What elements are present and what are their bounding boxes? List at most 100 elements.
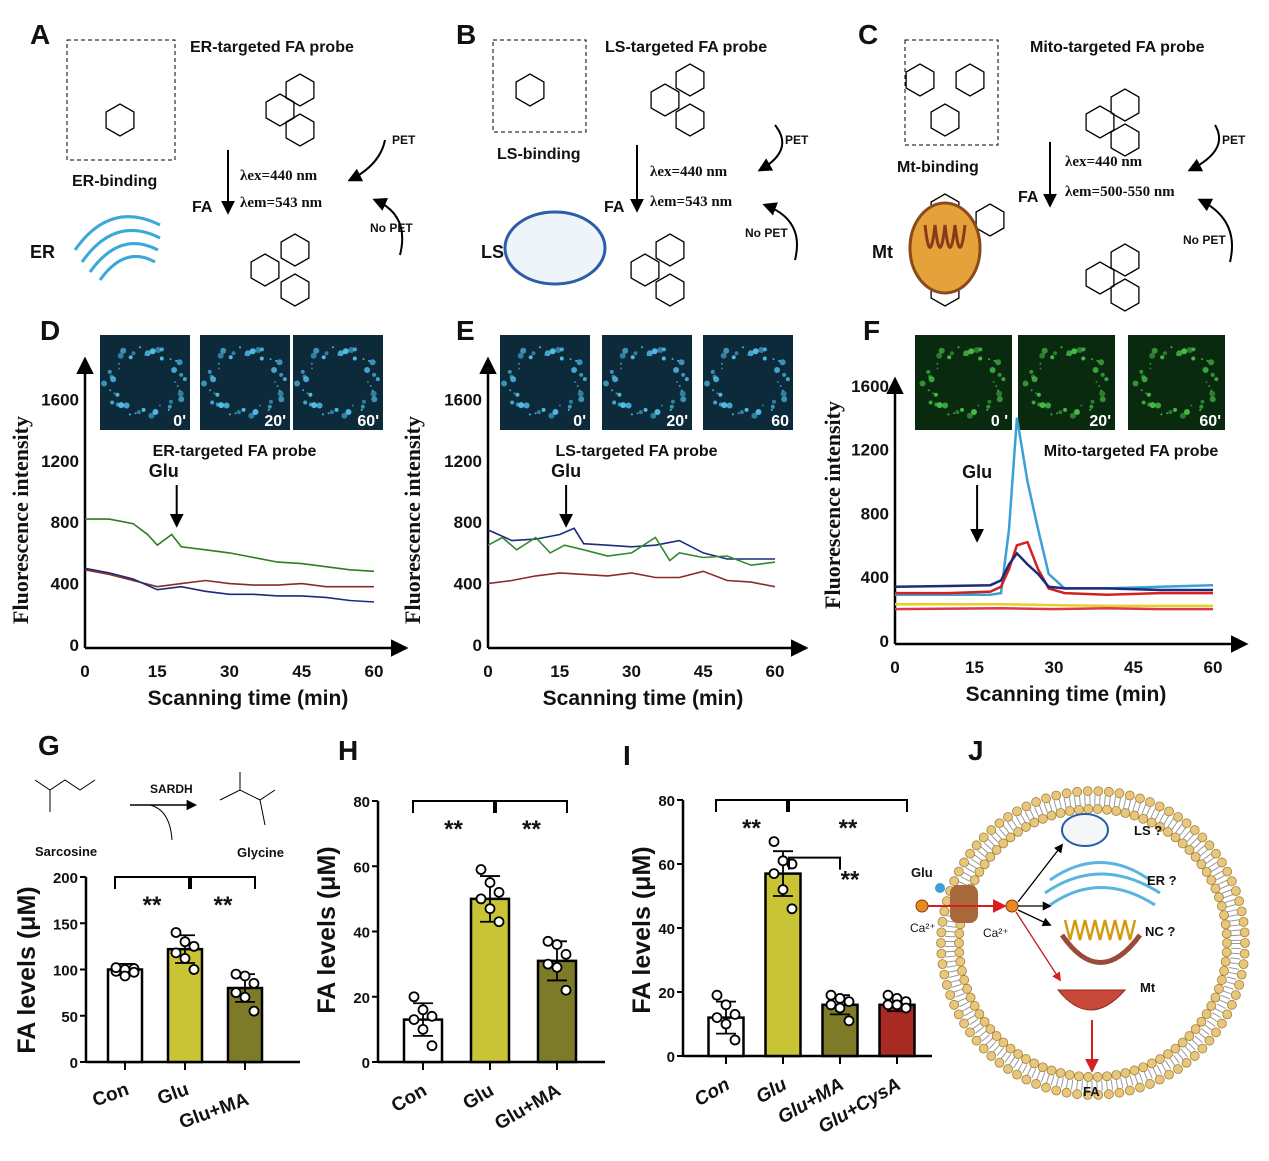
data-point <box>110 962 122 974</box>
microscopy-inset: 20' <box>602 335 692 430</box>
fluorescence-spot <box>120 347 127 354</box>
data-point <box>170 947 182 959</box>
lipid-head <box>1214 983 1224 994</box>
ring <box>630 253 660 287</box>
fluorescence-spot <box>577 390 584 397</box>
fluorescence-spot <box>345 409 352 416</box>
mt-label: Mt <box>1140 980 1156 995</box>
ring <box>285 73 315 107</box>
fluorescence-spot <box>770 408 773 411</box>
fluorescence-spot <box>300 369 305 374</box>
data-point <box>128 966 140 978</box>
fluorescence-spot <box>742 346 745 349</box>
lipid-head <box>1164 1069 1174 1080</box>
data-point <box>843 996 855 1007</box>
data-point <box>408 1014 420 1025</box>
microscopy-image <box>915 335 1012 430</box>
lipid-head <box>1230 886 1241 896</box>
fluorescence-spot <box>779 359 786 366</box>
lipid-head <box>1102 804 1112 815</box>
fluorescence-spot <box>938 347 945 354</box>
fluorescence-spot <box>933 392 938 397</box>
fluorescence-spot <box>747 350 754 357</box>
fluorescence-spot <box>680 396 687 403</box>
fluorescence-spot <box>936 362 939 365</box>
x-tick-label: 30 <box>220 662 239 681</box>
ring <box>675 103 705 137</box>
significance-label: ** <box>742 815 761 842</box>
significance-bracket <box>715 799 788 812</box>
product-label: Glycine <box>237 845 284 860</box>
lipid-head <box>949 876 960 887</box>
data-point <box>777 855 789 867</box>
fluorescence-spot <box>1031 376 1038 383</box>
fluorescence-spot <box>210 376 217 383</box>
fluorescence-spot <box>509 389 512 392</box>
significance-bracket <box>114 876 190 889</box>
y-tick-label: 1200 <box>41 452 79 471</box>
lipid-head <box>1234 979 1245 990</box>
data-point <box>900 1002 912 1014</box>
lipid-head <box>1184 845 1195 855</box>
lipid-head <box>1103 1089 1114 1100</box>
y-tick-label: 800 <box>454 513 482 532</box>
chemical-structure-sarcosine <box>34 779 96 812</box>
lipid-head <box>1111 1070 1122 1080</box>
lipid-head <box>1092 804 1103 814</box>
excitation-label: λex=440 nm <box>240 168 318 184</box>
lipid-head <box>1220 956 1231 967</box>
lipid-head <box>1222 938 1232 948</box>
fluorescence-spot <box>558 404 561 407</box>
fluorescence-spot <box>1066 350 1073 357</box>
binding-label: ER-binding <box>72 173 157 190</box>
fluorescence-spot <box>684 377 689 382</box>
fluorescence-spot <box>259 356 264 361</box>
lipid-head <box>1197 832 1208 843</box>
lipid-head <box>955 956 966 967</box>
y-axis-label: FA levels (μM) <box>628 846 656 1013</box>
fluorescence-spot <box>1190 404 1193 407</box>
fluorescence-spot <box>123 402 130 409</box>
lipid-head <box>985 851 996 862</box>
lipid-head <box>1211 1027 1221 1038</box>
significance-label: ** <box>143 892 162 919</box>
fluorescence-spot <box>713 376 720 383</box>
er-label: ER ? <box>1147 873 1177 888</box>
fluorescence-spot <box>1039 352 1046 359</box>
fluorescence-spot <box>641 346 644 349</box>
lipid-head <box>939 906 950 917</box>
fluorescence-spot <box>148 412 155 419</box>
lipid-head <box>1051 790 1062 801</box>
fluorescence-spot <box>110 376 117 383</box>
lipid-head <box>979 859 990 870</box>
data-point <box>179 953 191 964</box>
fluorescence-spot <box>294 380 301 387</box>
lipid-tails <box>945 795 1241 1091</box>
fluorescence-spot <box>781 389 784 392</box>
ring <box>280 273 310 307</box>
lipid-head <box>998 1037 1009 1048</box>
lipid-head <box>1220 919 1231 930</box>
lipid-head <box>1102 1071 1112 1082</box>
lipid-head <box>1093 786 1104 796</box>
fluorescence-spot <box>993 359 996 362</box>
lipid-head <box>1196 1016 1207 1027</box>
panel-b-title: LS-targeted FA probe <box>605 39 767 56</box>
y-tick-label: 0 <box>667 1049 675 1066</box>
fluorescence-spot <box>1141 376 1148 383</box>
microscopy-image <box>1128 335 1225 430</box>
lipid-head <box>1037 1062 1048 1073</box>
fluorescence-spot <box>515 392 520 397</box>
fluorescence-spot <box>1209 390 1216 397</box>
pet-arrow <box>347 139 386 182</box>
fluorescence-spot <box>995 384 998 387</box>
fluorescence-spot <box>303 376 310 383</box>
fluorescence-spot <box>931 392 934 395</box>
ring <box>905 63 935 97</box>
bar-glu <box>764 872 802 1058</box>
fluorescence-spot <box>579 372 584 377</box>
fluorescence-spot <box>1100 372 1105 377</box>
fluorescence-spot <box>1039 362 1042 365</box>
lipid-head <box>945 990 956 1000</box>
fluorescence-spot <box>1036 392 1041 397</box>
